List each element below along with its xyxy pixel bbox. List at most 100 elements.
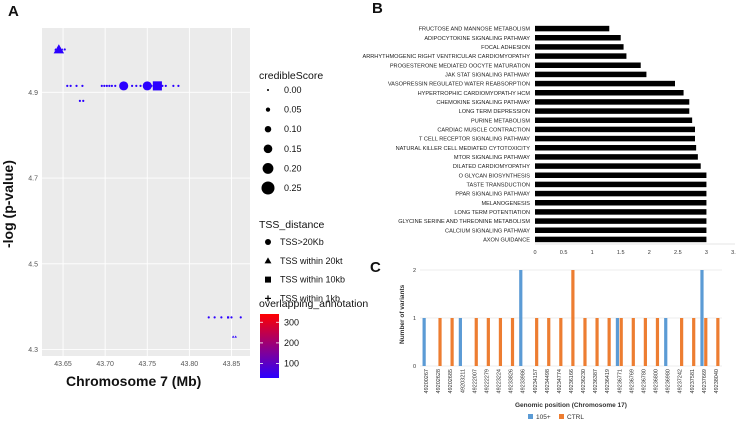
panel-b-category-label: PROGESTERONE MEDIATED OOCYTE MATURATION: [390, 63, 530, 69]
panel-a-y-tick-label: 4.5: [28, 261, 38, 268]
credible-score-legend-dot: [266, 88, 270, 92]
credible-score-legend-label: 0.10: [284, 124, 302, 134]
panel-a-point-13: [108, 84, 111, 87]
panel-a-point-17: [131, 84, 134, 87]
panel-a-x-axis-title: Chromosome 7 (Mb): [66, 373, 201, 389]
panel-b-category-label: LONG TERM DEPRESSION: [459, 109, 530, 115]
panel-b-bar: [535, 181, 707, 188]
panel-a-point-25: [172, 84, 175, 87]
panel-b-x-tick-label: 2: [648, 250, 651, 256]
panel-c-bar-ctrl: [498, 318, 503, 366]
panel-b-x-tick-label: 0: [533, 250, 536, 256]
panel-b-bar: [535, 218, 707, 224]
tss-distance-legend-items: TSS>20Kb TSS within 20kt TSS within 10kb TS…: [264, 237, 345, 303]
panel-b-category-label: T CELL RECEPTOR SIGNALING PATHWAY: [419, 137, 530, 143]
panel-b-x-tick-label: 3: [705, 250, 708, 256]
panel-b-bar: [535, 53, 627, 59]
panel-a-point-34: [234, 335, 237, 338]
panel-b-category-label: FOCAL ADHESION: [481, 45, 530, 51]
panel-c-x-axis-title: Genomic position (Chromosome 17): [515, 402, 627, 409]
panel-c-x-tick-label: 49236771: [617, 369, 623, 393]
panel-c-bar-ctrl: [631, 318, 635, 366]
panel-c-letter: C: [370, 259, 381, 276]
panel-b-category-label: PPAR SIGNALING PATHWAY: [455, 192, 530, 198]
panel-a-point-4: [66, 84, 69, 87]
panel-b-bars: [535, 25, 707, 243]
overlap-tick-label: 200: [284, 338, 299, 348]
panel-b-bar: [535, 172, 707, 178]
panel-c-bar-ctrl: [571, 270, 575, 366]
panel-b-bar: [535, 117, 693, 123]
credible-score-legend-dot: [262, 162, 274, 174]
panel-c-x-tick-label: 49233826: [509, 369, 515, 393]
overlap-annotation-legend-ticks: 300 200 100: [260, 317, 299, 369]
panel-c-y-tick-label: 2: [413, 268, 416, 274]
panel-b-bar: [535, 227, 707, 233]
panel-c-bar-ctrl: [716, 318, 720, 366]
panel-c-bar-105plus: [458, 318, 462, 366]
panel-a-x-tick-label: 43.85: [223, 361, 241, 368]
panel-c-x-tick-label: 49200267: [424, 369, 430, 393]
panel-c-x-tick-label: 49202628: [436, 369, 442, 393]
panel-b-x-tick-label: 2.5: [674, 250, 682, 256]
panel-a-point-5: [69, 84, 72, 87]
tss-legend-label: TSS within 20kt: [280, 256, 343, 266]
panel-b-bar: [535, 80, 675, 87]
panel-a-scatter: 4.3 4.5 4.7 4.9 43.65 43.70 43.75 43.80 43.85 C…: [0, 28, 250, 389]
panel-c-bar-ctrl: [643, 318, 647, 366]
panel-c-y-tick-label: 0: [413, 364, 416, 370]
panel-b-category-label: JAK STAT SIGNALING PATHWAY: [445, 72, 530, 78]
panel-c-bar-ctrl: [559, 318, 563, 366]
panel-a-point-15: [114, 84, 117, 87]
panel-b-category-label: PURINE METABOLISM: [471, 118, 530, 124]
panel-a-point-10: [100, 84, 103, 87]
panel-c-y-tick-label: 1: [413, 316, 416, 322]
panel-b-category-labels: FRUCTOSE AND MANNOSE METABOLISM ADIPOCYTO…: [362, 27, 530, 244]
panel-b-category-label: VASOPRESSIN REGULATED WATER REABSORPTION: [388, 82, 530, 88]
panel-a-point-31: [230, 316, 233, 319]
panel-c-bar-105plus: [422, 318, 426, 366]
panel-b-bar: [535, 44, 624, 50]
panel-b-category-label: FRUCTOSE AND MANNOSE METABOLISM: [419, 27, 531, 33]
panel-a-point-7: [81, 84, 84, 87]
panel-b-category-label: CARDIAC MUSCLE CONTRACTION: [437, 127, 530, 133]
credible-score-legend-label: 0.15: [284, 144, 302, 154]
legend-label-ctrl: CTRL: [567, 414, 584, 421]
panel-b-category-label: O GLYCAN BIOSYNTHESIS: [459, 173, 531, 179]
panel-a-y-tick-label: 4.9: [28, 90, 38, 97]
panel-a-letter: A: [8, 3, 19, 20]
panel-a-point-0: [53, 44, 65, 54]
credible-score-legend-label: 0.00: [284, 85, 302, 95]
panel-b-bar: [535, 108, 690, 114]
panel-b-bar: [535, 236, 707, 243]
panel-c-bar-ctrl: [704, 318, 708, 366]
tss-legend-symbol-circle: [265, 239, 271, 245]
panel-a-point-27: [207, 316, 210, 319]
panel-c-x-tick-label: 49236980: [666, 369, 672, 393]
panel-c-x-tick-label: 49236387: [593, 369, 599, 393]
panel-a-point-33: [231, 335, 235, 338]
panel-a-point-32: [239, 316, 242, 319]
credible-score-legend-dot: [264, 125, 272, 133]
overlap-annotation-legend-title: overlapping_annotation: [259, 298, 368, 310]
panel-b-category-label: MTOR SIGNALING PATHWAY: [454, 155, 530, 161]
panel-c-x-tick-label: 49238040: [714, 369, 720, 393]
panel-a-y-ticks: 4.3 4.5 4.7 4.9: [28, 90, 38, 354]
panel-a-point-28: [213, 316, 216, 319]
legend-swatch-ctrl: [559, 414, 564, 419]
panel-c-bar-ctrl: [583, 318, 587, 366]
panel-c-x-tick-label: 49236230: [581, 369, 587, 393]
panel-c-bar-ctrl: [450, 318, 454, 366]
panel-b-bar: [535, 190, 707, 197]
panel-c-x-ticks: 49200267 49202628 49202685 49203211 49222007…: [424, 369, 720, 393]
panel-c-x-tick-label: 49203211: [460, 369, 466, 393]
panel-c-x-tick-label: 49236780: [641, 369, 647, 393]
overlap-tick-label: 100: [284, 359, 299, 369]
panel-c-bar-ctrl: [692, 318, 696, 366]
panel-b-x-tick-label: 1: [591, 250, 594, 256]
panel-b-category-label: ARRHYTHMOGENIC RIGHT VENTRICULAR CARDIOM…: [362, 54, 530, 60]
panel-c-bar-ctrl: [607, 318, 611, 366]
panel-a-point-2: [60, 48, 64, 51]
panel-a-points: [53, 44, 242, 338]
